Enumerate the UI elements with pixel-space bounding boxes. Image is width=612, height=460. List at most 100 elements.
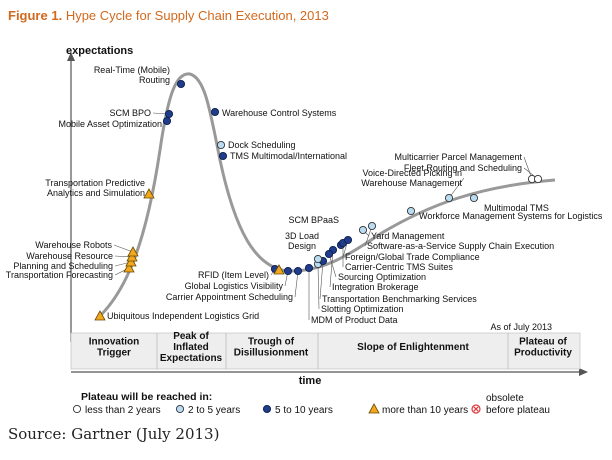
phase-peak: Expectations — [160, 353, 223, 364]
tech-label: Foreign/Global Trade Compliance — [345, 252, 480, 262]
tech-label: Warehouse Control Systems — [222, 108, 337, 118]
tech-marker — [143, 188, 155, 199]
figure-number: Figure 1. — [8, 8, 63, 23]
figure-title: Figure 1. Hype Cycle for Supply Chain Ex… — [8, 8, 329, 23]
tech-marker — [210, 107, 220, 117]
tech-label: Global Logistics Visibility — [185, 281, 284, 291]
tech-label: Warehouse Management — [361, 178, 462, 188]
tech-marker — [176, 79, 186, 89]
tech-marker — [125, 256, 137, 267]
tech-marker — [123, 262, 135, 273]
legend-label: less than 2 years — [85, 405, 161, 416]
tech-marker — [469, 193, 479, 203]
tech-label: Real-Time (Mobile) — [94, 65, 170, 75]
tech-marker — [126, 251, 138, 262]
leader-line — [113, 244, 134, 253]
tech-marker — [293, 266, 303, 276]
leader-line — [294, 270, 299, 298]
legend-marker — [262, 404, 272, 414]
phase-trough: Disillusionment — [234, 348, 309, 359]
phase-peak: Peak of — [173, 331, 209, 342]
phase-peak: Inflated — [173, 342, 209, 353]
tech-label: RFID (Item Level) — [198, 270, 269, 280]
tech-label: TMS Multimodal/International — [230, 151, 347, 161]
leader-line — [319, 260, 324, 300]
tech-marker — [216, 140, 226, 150]
legend-marker — [72, 404, 82, 414]
tech-label: SCM BPO — [109, 108, 151, 118]
tech-label: Carrier-Centric TMS Suites — [345, 262, 453, 272]
phase-slope: Slope of Enlightenment — [357, 342, 469, 353]
tech-label: Yard Management — [371, 231, 445, 241]
tech-label: Workforce Management Systems for Logisti… — [419, 211, 603, 221]
tech-label: Voice-Directed Picking in — [362, 168, 462, 178]
tech-marker — [343, 235, 353, 245]
tech-label: Integration Brokerage — [332, 282, 419, 292]
tech-label: Multicarrier Parcel Management — [394, 152, 522, 162]
tech-marker — [94, 310, 106, 321]
tech-marker — [273, 264, 285, 275]
tech-label: Dock Scheduling — [228, 140, 296, 150]
legend-marker — [368, 403, 380, 414]
figure-title-text: Hype Cycle for Supply Chain Execution, 2… — [65, 8, 329, 23]
tech-label: SCM BPaaS — [288, 215, 339, 225]
phase-trough: Trough of — [248, 337, 295, 348]
tech-marker — [533, 174, 543, 184]
tech-label: 3D Load — [285, 231, 319, 241]
tech-marker — [406, 206, 416, 216]
tech-marker — [324, 249, 334, 259]
legend-label: 5 to 10 years — [275, 405, 333, 416]
tech-label: Fleet Routing and Scheduling — [404, 163, 522, 173]
legend-label: more than 10 years — [382, 405, 468, 416]
tech-label: Ubiquitous Independent Logistics Grid — [107, 311, 259, 321]
leader-line — [317, 263, 320, 310]
tech-label: Carrier Appointment Scheduling — [166, 292, 293, 302]
tech-label: Design — [288, 241, 316, 251]
tech-label: Sourcing Optimization — [338, 272, 426, 282]
legend-label: 2 to 5 years — [188, 405, 240, 416]
leader-line — [448, 177, 465, 199]
source-note: Source: Gartner (July 2013) — [8, 425, 220, 443]
tech-marker — [283, 266, 293, 276]
tech-marker — [162, 116, 172, 126]
as-of-label: As of July 2013 — [490, 322, 552, 332]
leader-line — [329, 249, 334, 288]
tech-label: Mobile Asset Optimization — [58, 119, 162, 129]
tech-label: Warehouse Resource — [26, 251, 113, 261]
tech-label: Transportation Forecasting — [6, 270, 113, 280]
legend-marker — [175, 404, 185, 414]
tech-marker — [164, 109, 174, 119]
tech-label: MDM of Product Data — [311, 315, 398, 325]
tech-label: Transportation Predictive — [45, 178, 145, 188]
hype-curve — [98, 72, 556, 318]
tech-marker — [367, 221, 377, 231]
tech-label: Slotting Optimization — [321, 304, 404, 314]
tech-label: Analytics and Simulation — [47, 188, 145, 198]
legend-marker — [471, 404, 481, 414]
tech-label: Transportation Benchmarking Services — [322, 294, 477, 304]
x-axis-label: time — [299, 375, 322, 387]
y-axis-label: expectations — [66, 45, 133, 57]
tech-marker — [218, 151, 228, 161]
phase-plateau: Productivity — [514, 348, 572, 359]
phase-plateau: Plateau of — [519, 337, 567, 348]
tech-label: Routing — [139, 75, 170, 85]
tech-label: Software-as-a-Service Supply Chain Execu… — [367, 241, 554, 251]
tech-marker — [313, 254, 323, 264]
legend-title: Plateau will be reached in: — [81, 391, 212, 403]
tech-marker — [358, 225, 368, 235]
phase-strip — [70, 332, 581, 370]
tech-marker — [127, 246, 139, 257]
legend-label: obsolete — [486, 393, 524, 404]
x-axis-arrow — [579, 368, 588, 376]
y-axis-arrow — [67, 52, 75, 61]
phase-innovation-trigger: Trigger — [97, 348, 131, 359]
tech-label: Warehouse Robots — [35, 240, 112, 250]
tech-label: Planning and Scheduling — [13, 261, 113, 271]
tech-marker — [304, 263, 314, 273]
phase-innovation-trigger: Innovation — [89, 337, 140, 348]
tech-marker — [444, 193, 454, 203]
tech-label: Multimodal TMS — [484, 203, 549, 213]
legend-label: before plateau — [486, 405, 550, 416]
